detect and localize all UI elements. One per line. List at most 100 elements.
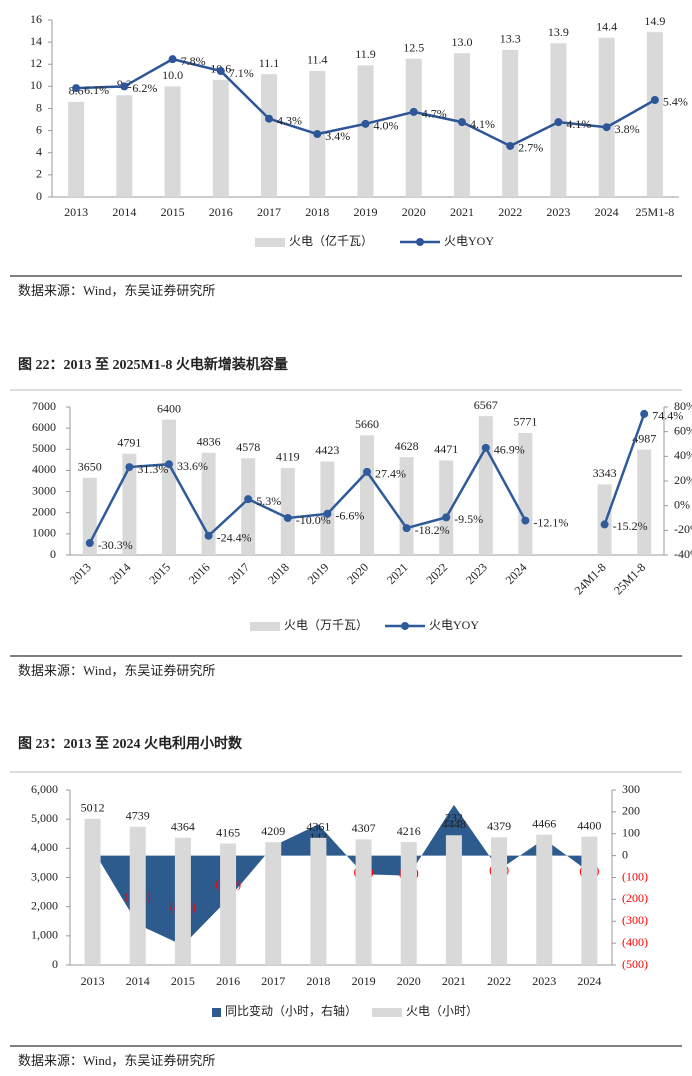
bar-value-label: 4307 <box>352 821 376 835</box>
line-point <box>165 460 173 469</box>
y2-tick-label: 100 <box>622 826 640 840</box>
legend-label: 火电（小时） <box>406 1004 478 1018</box>
bar-value-label: 4466 <box>532 816 556 830</box>
y-tick-label: 10 <box>30 78 42 92</box>
x-tick-label: 2020 <box>402 205 426 219</box>
bar-value-label: 3343 <box>593 466 617 480</box>
y-tick-label: 16 <box>30 12 42 26</box>
line-value-label: 33.6% <box>177 459 208 473</box>
bar-value-label: 4836 <box>197 435 221 449</box>
bar-value-label: 4791 <box>117 435 141 449</box>
y-tick-label: 3,000 <box>31 869 58 883</box>
x-tick-label: 2014 <box>126 974 150 988</box>
line-value-label: -15.2% <box>613 519 648 533</box>
x-tick-label: 2021 <box>384 560 411 587</box>
bar-value-label: 4448 <box>442 817 466 831</box>
line-value-label: -10.0% <box>296 513 331 527</box>
x-tick-label: 2014 <box>112 205 136 219</box>
legend-label: 火电YOY <box>444 234 494 248</box>
bar <box>502 49 519 198</box>
bar-value-label: 4165 <box>216 825 240 839</box>
bar <box>355 839 372 965</box>
bar <box>439 460 454 555</box>
line-point <box>602 123 611 132</box>
y2-tick-label: (300) <box>622 913 648 927</box>
bar-value-label: 13.3 <box>500 32 521 46</box>
x-tick-label: 25M1-8 <box>611 560 648 597</box>
x-tick-label: 2013 <box>67 560 94 587</box>
bar-value-label: 4119 <box>276 450 300 464</box>
x-tick-label: 2020 <box>397 974 421 988</box>
source-note: 数据来源：Wind，东吴证券研究所 <box>18 283 215 298</box>
y2-tick-label: (400) <box>622 935 648 949</box>
x-tick-label: 2017 <box>261 974 285 988</box>
line-value-label: 4.1% <box>470 117 495 131</box>
bar-value-label: 10.0 <box>162 68 183 82</box>
x-tick-label: 2019 <box>352 974 376 988</box>
bar <box>241 458 256 555</box>
y-tick-label: 3000 <box>32 483 56 497</box>
line-point <box>640 409 649 418</box>
x-tick-label: 2014 <box>107 560 134 587</box>
y-tick-label: 5,000 <box>31 811 58 825</box>
bar-value-label: 13.9 <box>548 25 569 39</box>
bar <box>581 836 598 965</box>
area-value-label: 232 <box>445 811 463 825</box>
y-tick-label: 0 <box>50 547 56 561</box>
y-tick-label: 12 <box>30 56 42 70</box>
y2-tick-label: 200 <box>622 804 640 818</box>
y-tick-label: 4000 <box>32 462 56 476</box>
y-tick-label: 7000 <box>32 399 56 413</box>
legend-label: 火电YOY <box>429 618 479 632</box>
bar-value-label: 5660 <box>355 417 379 431</box>
x-tick-label: 2019 <box>354 205 378 219</box>
bar <box>265 842 282 965</box>
bar-value-label: 4364 <box>171 819 195 833</box>
x-tick-label: 2013 <box>81 974 105 988</box>
bar <box>598 37 615 198</box>
y-tick-label: 14 <box>30 34 42 48</box>
y-tick-label: 6000 <box>32 420 56 434</box>
line-value-label: 6.1% <box>84 83 109 97</box>
source-note: 数据来源：Wind，东吴证券研究所 <box>18 1053 215 1068</box>
legend-swatch <box>372 1008 402 1017</box>
y2-tick-label: (200) <box>622 891 648 905</box>
legend-label: 同比变动（小时，右轴） <box>225 1003 357 1018</box>
line-point <box>409 107 418 116</box>
line-value-label: -18.2% <box>415 523 450 537</box>
bar <box>536 834 553 965</box>
line-value-label: 4.0% <box>374 119 399 133</box>
bar-value-label: 6400 <box>157 401 181 415</box>
y-tick-label: 2 <box>36 167 42 181</box>
x-tick-label: 2022 <box>423 560 450 587</box>
y2-tick-label: 80% <box>674 399 692 413</box>
line-point <box>283 514 292 522</box>
line-value-label: 31.3% <box>137 462 168 476</box>
bar <box>220 843 237 965</box>
x-tick-label: 2021 <box>442 974 466 988</box>
line-value-label: -24.4% <box>217 531 252 545</box>
x-tick-label: 2022 <box>498 205 522 219</box>
line-point <box>85 539 94 548</box>
line-point <box>442 513 451 522</box>
x-tick-label: 2018 <box>306 974 330 988</box>
y2-tick-label: (100) <box>622 869 648 883</box>
bar <box>518 432 533 555</box>
y-tick-label: 6 <box>36 122 42 136</box>
y-tick-label: 0 <box>36 189 42 203</box>
y-tick-label: 5000 <box>32 441 56 455</box>
line-value-label: 3.8% <box>615 122 640 136</box>
x-tick-label: 2015 <box>146 560 173 587</box>
line-point <box>313 130 322 139</box>
line-value-label: 7.1% <box>229 66 254 80</box>
line-point <box>650 95 659 104</box>
bar <box>116 95 133 197</box>
line-point <box>120 82 129 91</box>
line-point <box>402 524 411 533</box>
line-value-label: 46.9% <box>494 443 525 457</box>
bar-value-label: 14.4 <box>596 19 617 33</box>
y-tick-label: 4 <box>36 145 42 159</box>
bar <box>637 449 652 555</box>
y2-tick-label: (500) <box>622 957 648 971</box>
bar <box>360 435 374 555</box>
